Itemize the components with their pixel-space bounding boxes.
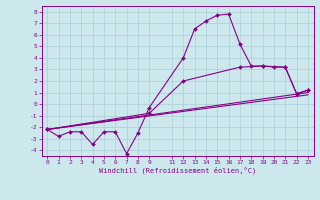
X-axis label: Windchill (Refroidissement éolien,°C): Windchill (Refroidissement éolien,°C) [99, 167, 256, 174]
